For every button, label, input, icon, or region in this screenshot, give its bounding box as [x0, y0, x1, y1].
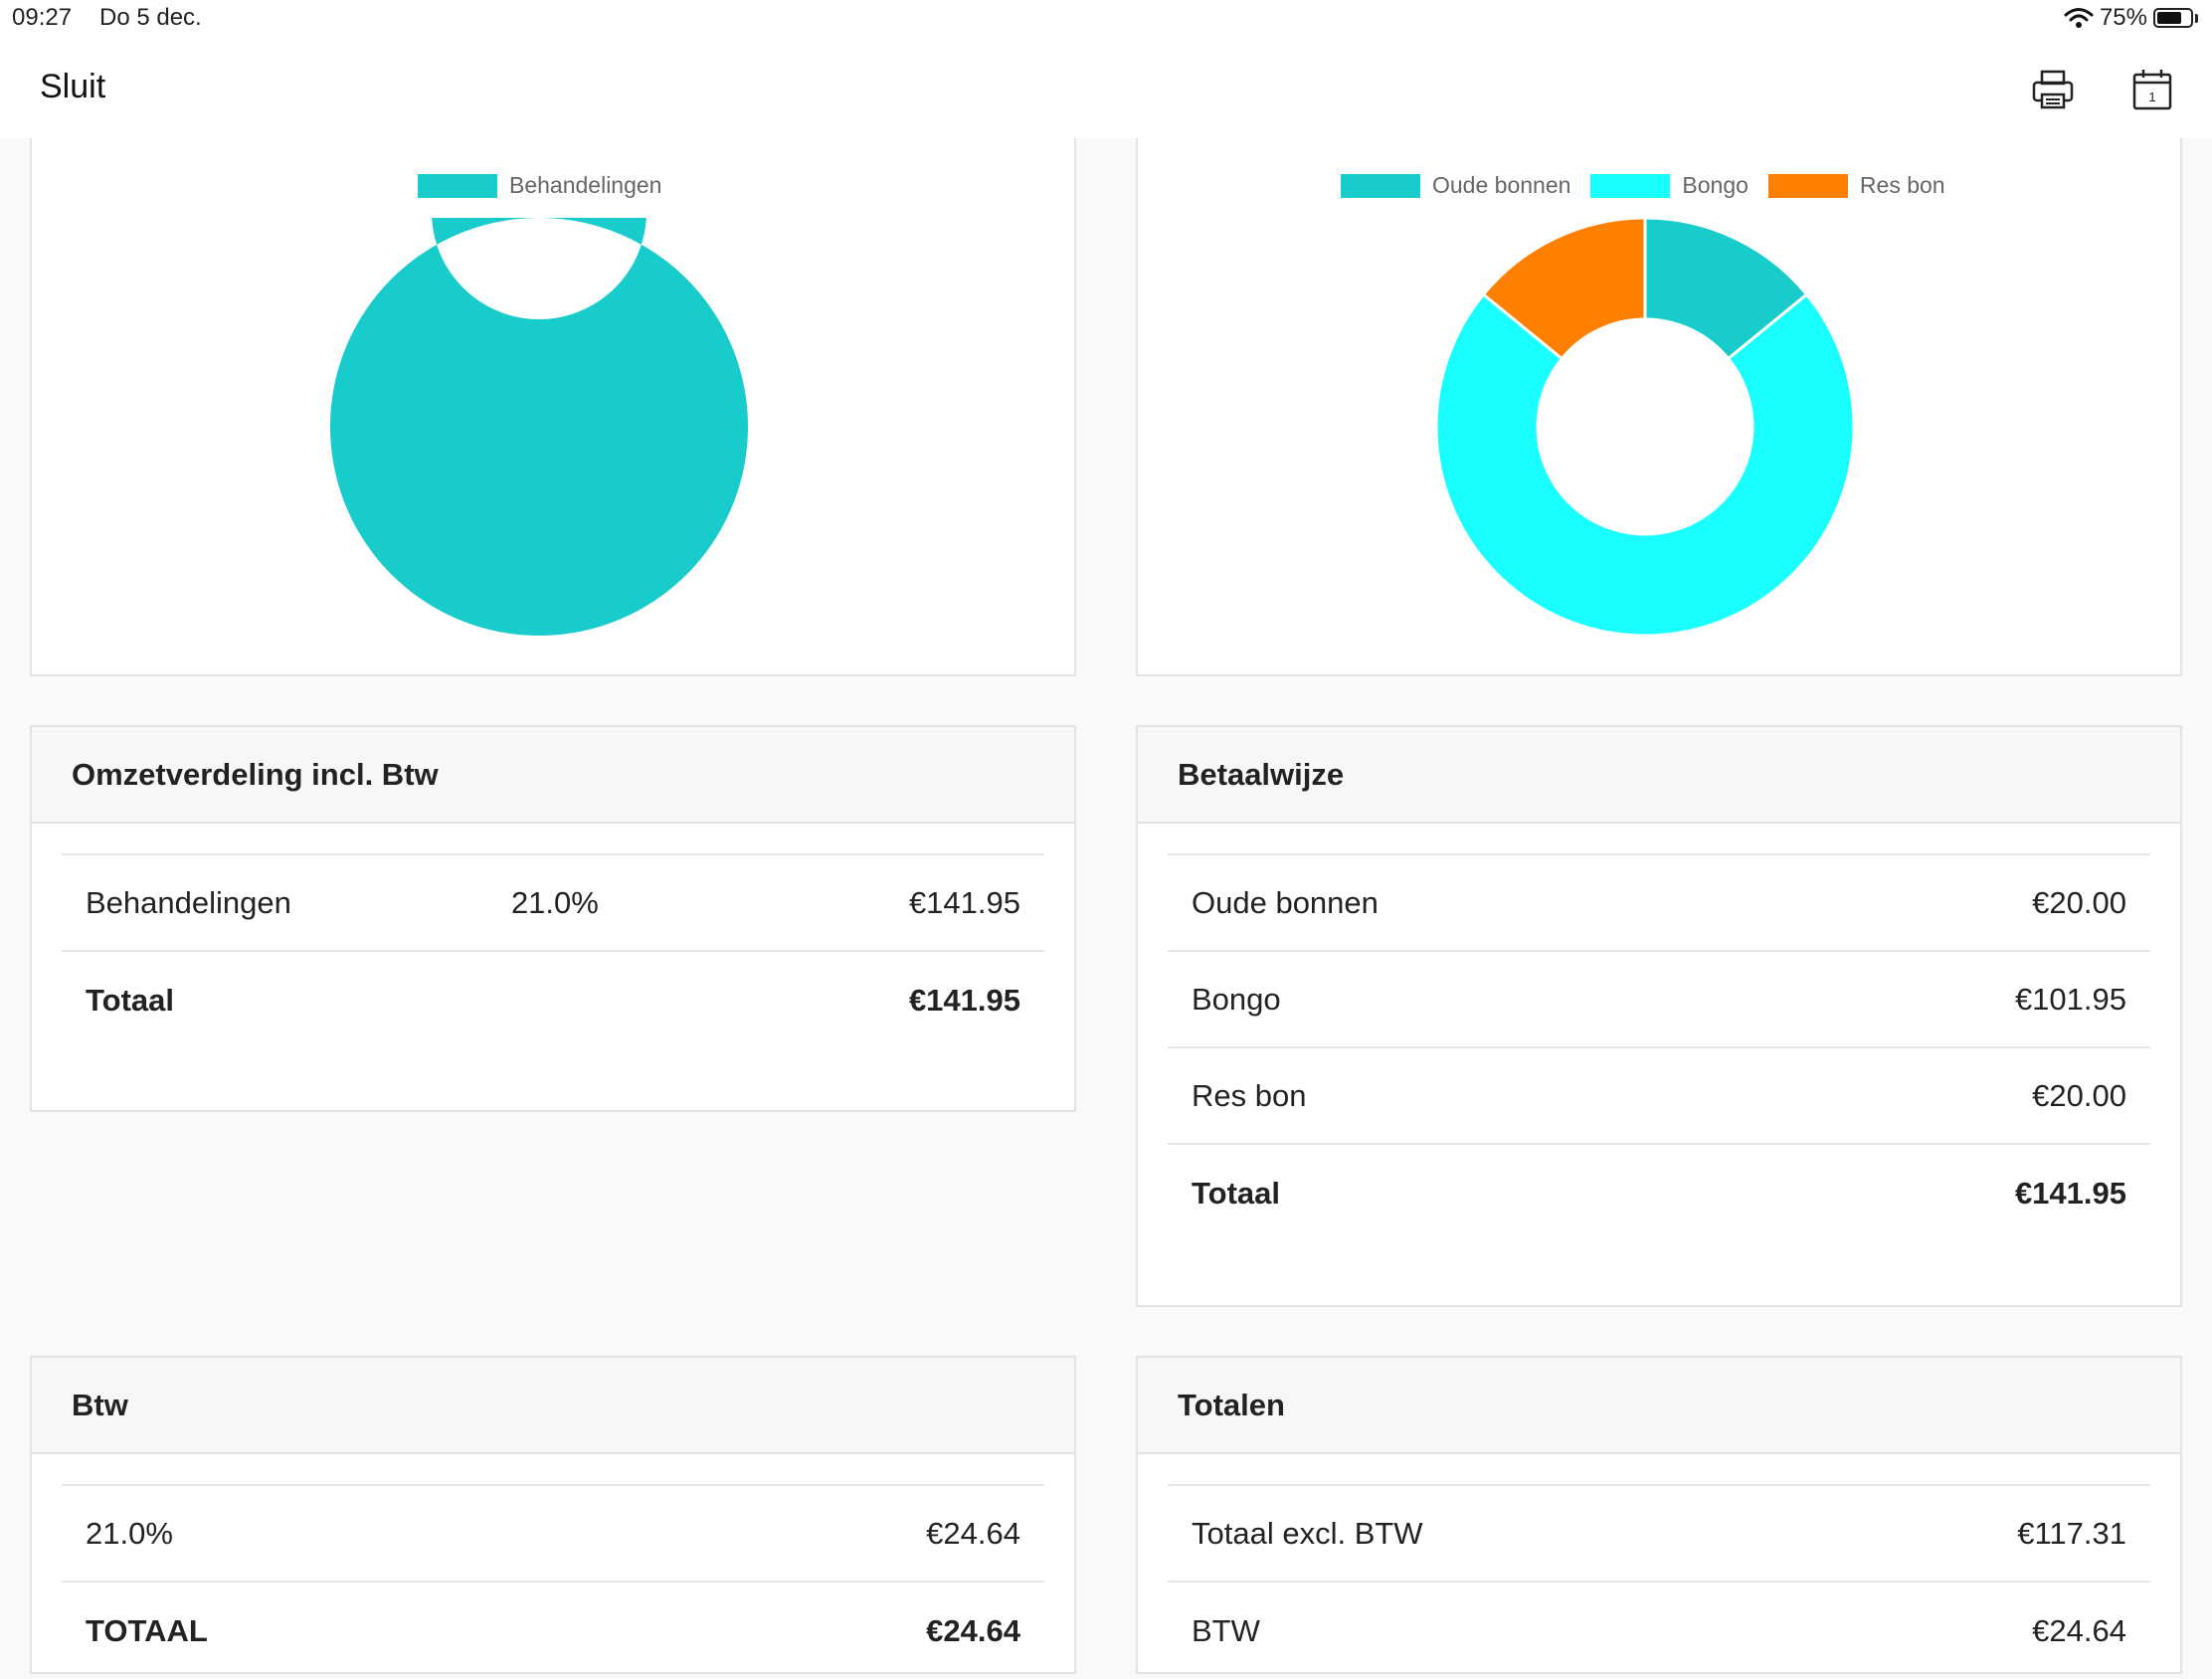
- row-amount: €117.31: [2017, 1515, 2126, 1551]
- payment-method-table: Oude bonnen €20.00 Bongo €101.95 Res bon…: [1168, 853, 2150, 1241]
- total-amount: €24.64: [926, 1612, 1020, 1648]
- legend-label: Bongo: [1682, 172, 1749, 198]
- vat-card: Btw 21.0% €24.64 TOTAAL €24.64: [30, 1356, 1076, 1674]
- wifi-icon: [2064, 8, 2094, 28]
- row-label: Bongo: [1192, 981, 1281, 1017]
- legend-label: Res bon: [1859, 172, 1945, 198]
- calendar-icon[interactable]: 1: [2128, 66, 2176, 113]
- chart-legend: Oude bonnen Bongo Res bon: [1341, 172, 1965, 199]
- legend-swatch: [1341, 173, 1420, 198]
- payment-method-card: Betaalwijze Oude bonnen €20.00 Bongo €10…: [1136, 725, 2182, 1307]
- totals-card: Totalen Totaal excl. BTW €117.31 BTW €24…: [1136, 1356, 2182, 1674]
- row-amount: €24.64: [2032, 1612, 2126, 1648]
- row-label: Oude bonnen: [1192, 884, 1379, 920]
- legend-item-bongo[interactable]: Bongo: [1590, 172, 1749, 199]
- vat-table: 21.0% €24.64 TOTAAL €24.64: [62, 1484, 1044, 1679]
- row-label: Res bon: [1192, 1077, 1307, 1113]
- legend-label: Oude bonnen: [1432, 172, 1571, 198]
- legend-item-behandelingen[interactable]: Behandelingen: [418, 172, 661, 199]
- legend-item-oude-bonnen[interactable]: Oude bonnen: [1341, 172, 1570, 199]
- row-rate: 21.0%: [510, 884, 599, 920]
- donut-slice-res-bon[interactable]: [1481, 218, 1647, 361]
- legend-swatch: [1590, 173, 1671, 198]
- legend-label: Behandelingen: [509, 172, 662, 198]
- row-amount: €20.00: [2032, 1077, 2126, 1113]
- donut-slice-bongo[interactable]: [1436, 291, 1854, 636]
- calendar-day: 1: [2148, 90, 2155, 104]
- print-icon[interactable]: [2029, 66, 2077, 113]
- total-amount: €141.95: [2014, 1175, 2126, 1211]
- card-title: Btw: [32, 1358, 1074, 1454]
- row-label: Totaal excl. BTW: [1192, 1515, 1423, 1551]
- total-label: Totaal: [1192, 1175, 1280, 1211]
- total-label: TOTAAL: [86, 1612, 208, 1648]
- total-row: Totaal €141.95: [1168, 1145, 2150, 1241]
- row-label: BTW: [1192, 1612, 1260, 1648]
- payment-donut-chart: [1436, 218, 1854, 636]
- payment-chart-card: Oude bonnen Bongo Res bon: [1136, 138, 2182, 676]
- table-row: Res bon €20.00: [1168, 1048, 2150, 1145]
- table-row: Totaal excl. BTW €117.31: [1168, 1486, 2150, 1583]
- table-row: Behandelingen 21.0% €141.95: [62, 855, 1044, 952]
- battery-level: [2157, 12, 2181, 24]
- battery-tip: [2195, 13, 2198, 23]
- totals-table: Totaal excl. BTW €117.31 BTW €24.64: [1168, 1484, 2150, 1679]
- row-amount: €101.95: [2014, 981, 2126, 1017]
- card-title: Omzetverdeling incl. Btw: [32, 727, 1074, 824]
- revenue-chart-card: Behandelingen: [30, 138, 1076, 676]
- table-row: 21.0% €24.64: [62, 1486, 1044, 1583]
- legend-swatch: [1767, 173, 1848, 198]
- status-bar: 09:27 Do 5 dec. 75%: [0, 0, 2212, 42]
- total-row: TOTAAL €24.64: [62, 1583, 1044, 1679]
- chart-legend: Behandelingen: [418, 172, 681, 199]
- total-amount: €141.95: [908, 982, 1020, 1018]
- table-row: Bongo €101.95: [1168, 952, 2150, 1048]
- total-row: Totaal €141.95: [62, 952, 1044, 1048]
- close-button[interactable]: Sluit: [40, 68, 106, 105]
- revenue-breakdown-card: Omzetverdeling incl. Btw Behandelingen 2…: [30, 725, 1076, 1112]
- card-title: Totalen: [1138, 1358, 2180, 1454]
- table-row: BTW €24.64: [1168, 1583, 2150, 1679]
- revenue-donut-chart: [330, 218, 748, 636]
- row-label: Behandelingen: [86, 884, 291, 920]
- row-label: 21.0%: [86, 1515, 173, 1551]
- status-indicators: 75%: [2064, 4, 2198, 32]
- revenue-breakdown-table: Behandelingen 21.0% €141.95 Totaal €141.…: [62, 853, 1044, 1048]
- legend-swatch: [418, 173, 497, 198]
- status-time: 09:27: [12, 4, 73, 31]
- table-row: Oude bonnen €20.00: [1168, 855, 2150, 952]
- nav-bar: Sluit 1: [0, 42, 2212, 138]
- row-amount: €141.95: [908, 884, 1020, 920]
- total-label: Totaal: [86, 982, 174, 1018]
- battery-icon: [2153, 8, 2193, 28]
- donut-slice-behandelingen[interactable]: [330, 218, 748, 636]
- row-amount: €24.64: [926, 1515, 1020, 1551]
- row-amount: €20.00: [2032, 884, 2126, 920]
- legend-item-res-bon[interactable]: Res bon: [1767, 172, 1945, 199]
- card-title: Betaalwijze: [1138, 727, 2180, 824]
- battery-percent: 75%: [2099, 4, 2147, 31]
- status-date: Do 5 dec.: [99, 4, 202, 31]
